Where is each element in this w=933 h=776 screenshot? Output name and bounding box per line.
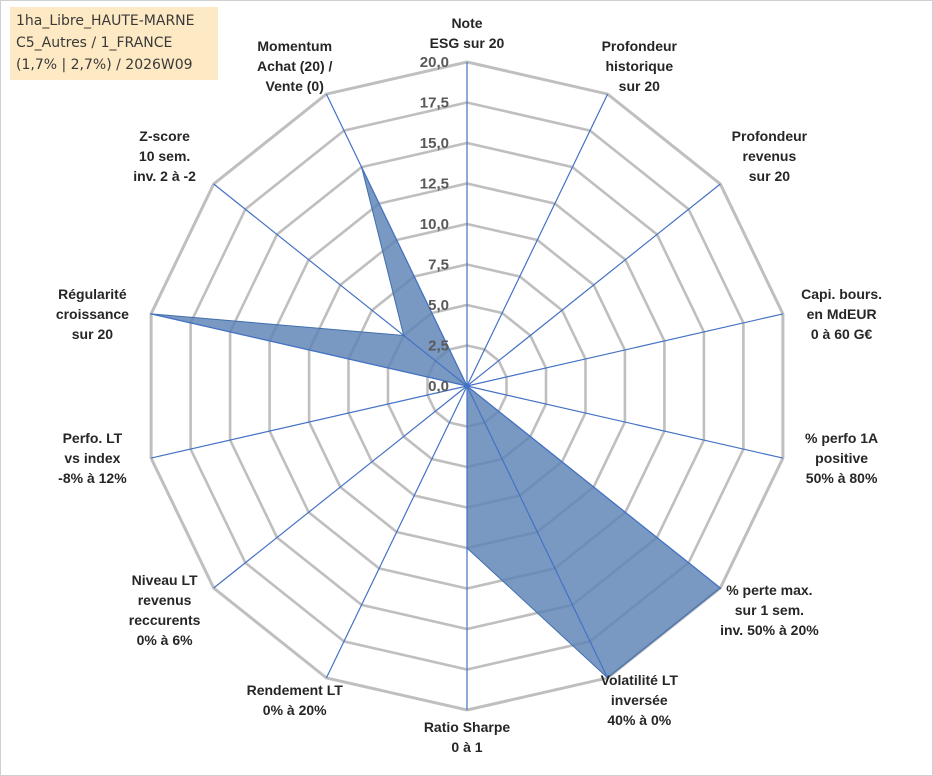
tick-label: 0,0 — [428, 378, 449, 395]
axis-label: inv. 50% à 20% — [720, 622, 819, 638]
tick-label: 12,5 — [420, 176, 449, 193]
tick-label: 15,0 — [420, 135, 449, 152]
axis-label: -8% à 12% — [58, 470, 127, 486]
series-area — [150, 166, 722, 679]
info-line-1: 1ha_Libre_HAUTE-MARNE — [16, 13, 195, 29]
axis-label: 0 à 60 G€ — [811, 326, 873, 342]
tick-label: 20,0 — [420, 54, 449, 71]
axis-label: 40% à 0% — [607, 712, 671, 728]
axis-label: Vente (0) — [266, 78, 324, 94]
axis-label: Niveau LT — [132, 572, 198, 588]
tick-label: 10,0 — [420, 216, 449, 233]
axis-label: Rendement LT — [247, 682, 344, 698]
axis-spoke — [466, 183, 721, 387]
axis-label: Profondeur — [602, 38, 678, 54]
info-box: 1ha_Libre_HAUTE-MARNE C5_Autres / 1_FRAN… — [10, 7, 218, 80]
axis-label: reccurents — [129, 612, 201, 628]
axis-spoke — [466, 93, 609, 387]
tick-label: 2,5 — [428, 338, 449, 355]
axis-label: 0% à 20% — [263, 702, 327, 718]
axis-label: Perfo. LT — [63, 430, 123, 446]
axis-label: revenus — [138, 592, 192, 608]
radar-spokes — [150, 62, 784, 710]
radar-series — [150, 166, 722, 679]
axis-spoke — [325, 93, 468, 387]
axis-label: 50% à 80% — [806, 470, 878, 486]
axis-label: Profondeur — [732, 128, 808, 144]
axis-label: Capi. bours. — [801, 286, 882, 302]
axis-label: en MdEUR — [807, 306, 877, 322]
axis-label: Régularité — [58, 286, 127, 302]
axis-label: Ratio Sharpe — [424, 719, 511, 735]
axis-label: Note — [451, 15, 482, 31]
axis-label: Achat (20) / — [257, 58, 333, 74]
tick-label: 7,5 — [428, 257, 449, 274]
radial-ticks: 0,0 2,5 5,0 7,5 10,0 12,5 15,0 17,5 20,0 — [420, 54, 449, 395]
info-line-3: (1,7% | 2,7%) / 2026W09 — [16, 57, 193, 73]
axis-spoke — [213, 385, 468, 589]
tick-label: 5,0 — [428, 297, 449, 314]
axis-label: inversée — [611, 692, 668, 708]
axis-spoke — [150, 313, 468, 387]
axis-label: 10 sem. — [139, 148, 190, 164]
axis-spoke — [466, 385, 721, 589]
axis-label: ESG sur 20 — [430, 35, 505, 51]
axis-label: 0 à 1 — [451, 739, 482, 755]
axis-label: inv. 2 à -2 — [133, 168, 196, 184]
axis-label: croissance — [56, 306, 129, 322]
axis-label: sur 20 — [749, 168, 790, 184]
axis-spoke — [325, 385, 468, 679]
axis-spoke — [466, 313, 784, 387]
axis-label: Z-score — [139, 128, 190, 144]
axis-label: vs index — [64, 450, 120, 466]
axis-spoke — [466, 385, 784, 459]
axis-label: revenus — [743, 148, 797, 164]
axis-label: sur 1 sem. — [735, 602, 804, 618]
axis-label: sur 20 — [72, 326, 113, 342]
axis-labels: Note ESG sur 20 Profondeur historique sur 20… — [56, 15, 882, 755]
axis-spoke — [466, 385, 609, 679]
axis-label: 0% à 6% — [137, 632, 194, 648]
axis-label: historique — [605, 58, 673, 74]
axis-label: Momentum — [257, 38, 332, 54]
info-line-2: C5_Autres / 1_FRANCE — [16, 35, 173, 51]
axis-label: % perfo 1A — [805, 430, 878, 446]
axis-label: sur 20 — [619, 78, 660, 94]
tick-label: 17,5 — [420, 95, 449, 112]
axis-label: Volatilité LT — [601, 672, 679, 688]
axis-spoke — [150, 385, 468, 459]
axis-spoke — [213, 183, 468, 387]
axis-label: positive — [815, 450, 868, 466]
axis-label: % perte max. — [726, 582, 812, 598]
